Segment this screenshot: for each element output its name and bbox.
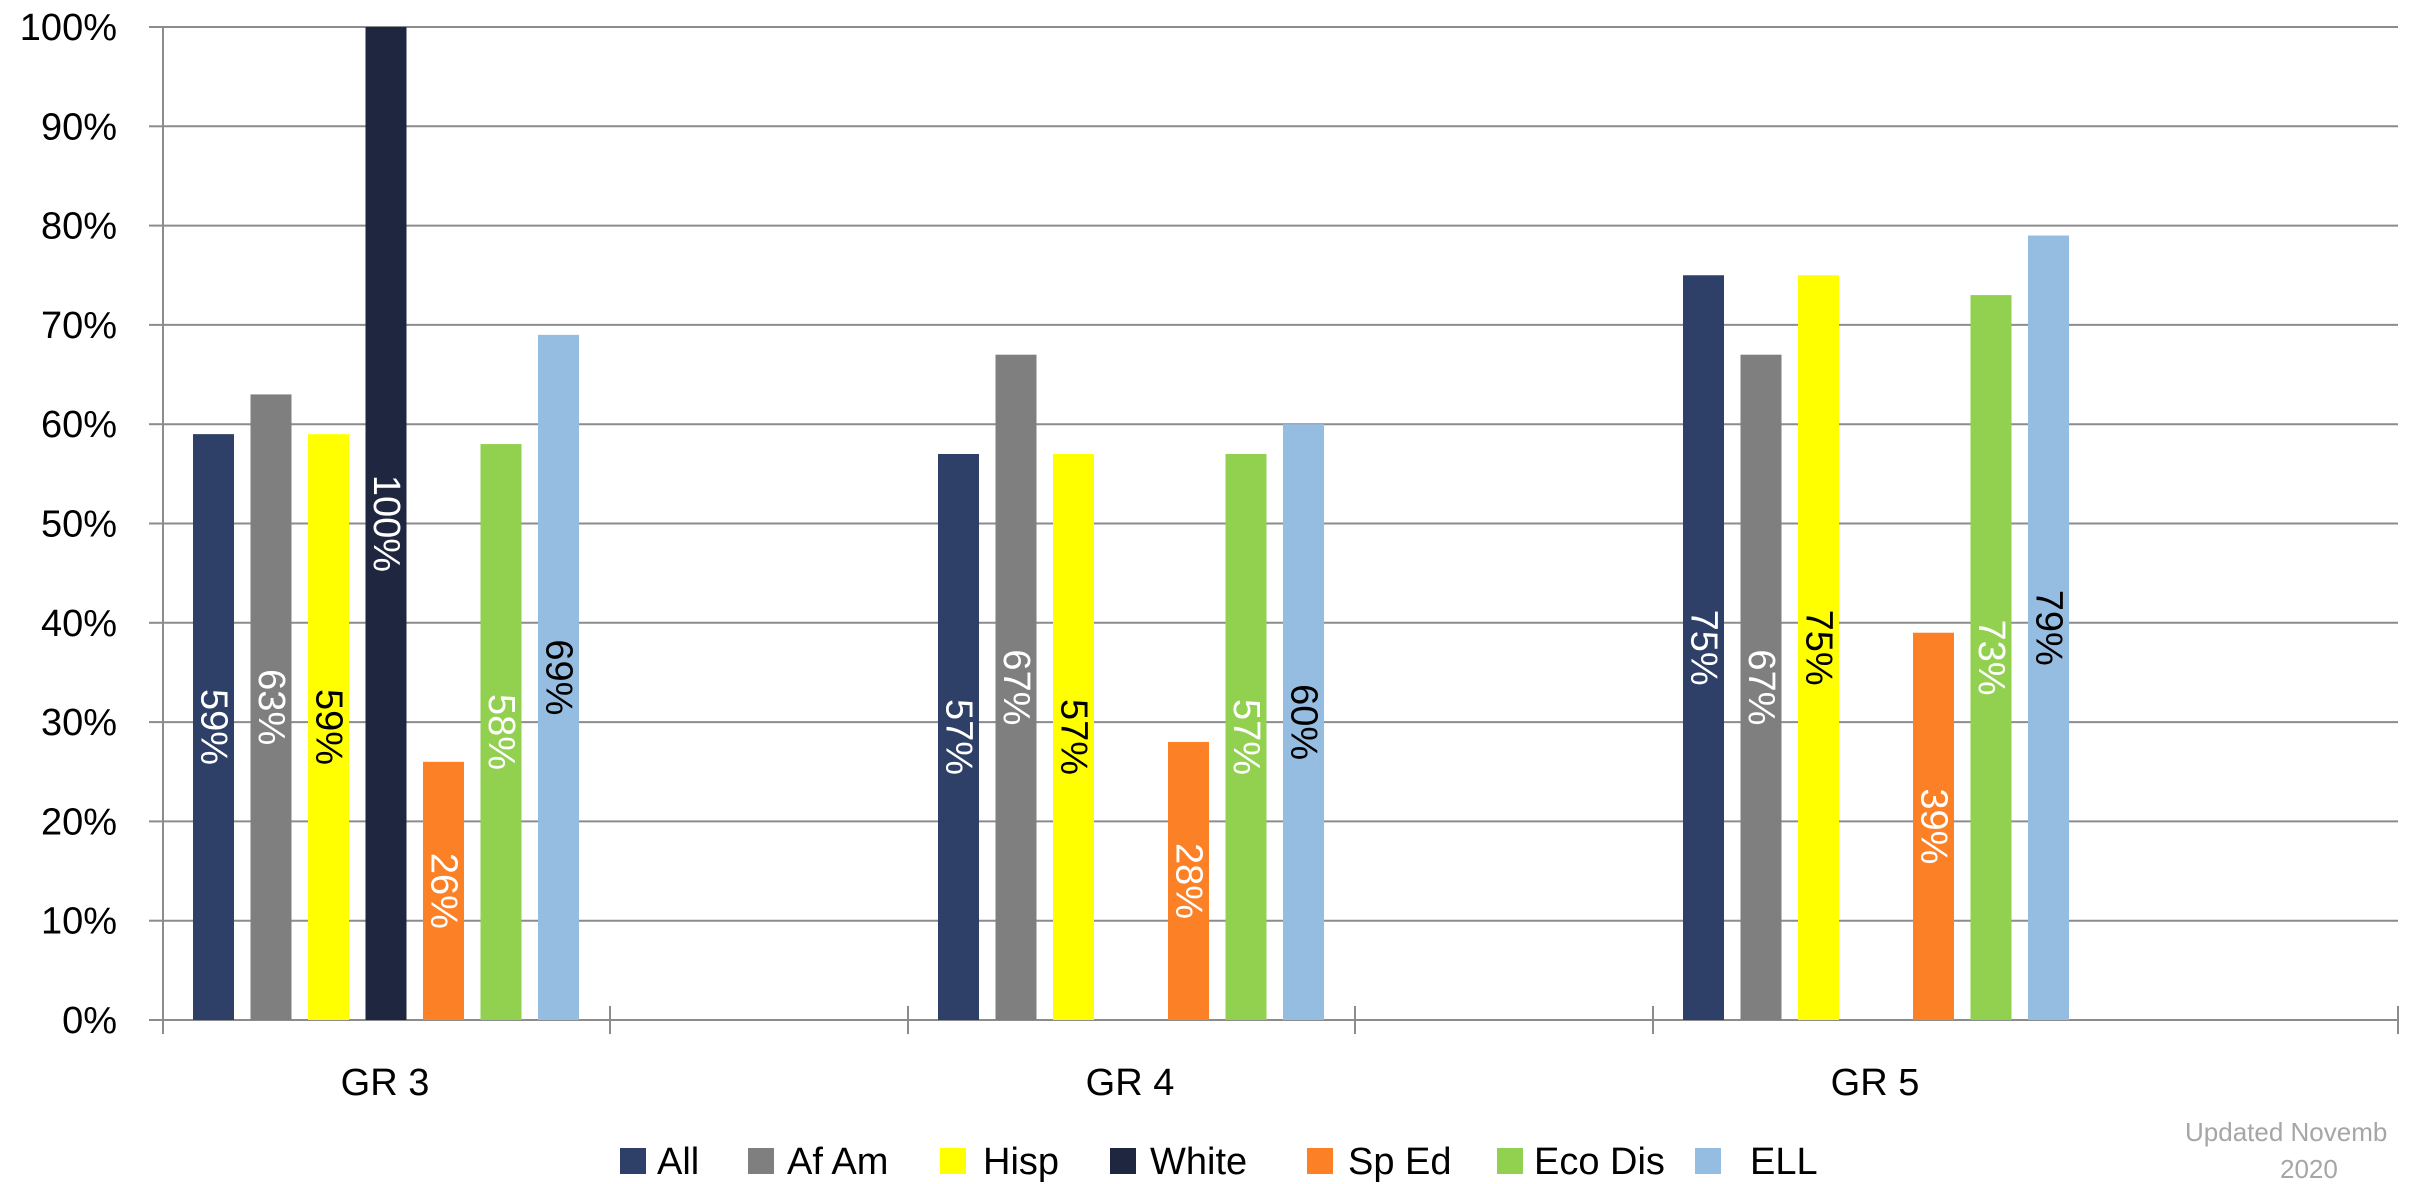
y-tick-label: 10% (41, 901, 117, 943)
legend-swatch (620, 1148, 646, 1174)
data-label: 59% (193, 689, 235, 765)
bar (1225, 453, 1267, 1020)
legend-swatch (748, 1148, 774, 1174)
x-category-label: GR 3 (341, 1062, 430, 1104)
data-label: 57% (1225, 699, 1267, 775)
bar (2028, 235, 2069, 1020)
y-tick-label: 20% (41, 801, 117, 843)
footnote: Updated Novemb 2020 (2185, 1117, 2387, 1184)
legend-label: Af Am (787, 1141, 888, 1183)
data-label: 67% (995, 649, 1037, 725)
data-label: 75% (1683, 610, 1725, 686)
y-tick-label: 90% (41, 106, 117, 148)
legend-swatch (1695, 1148, 1721, 1174)
bar (1913, 632, 1954, 1020)
data-label: 57% (938, 699, 980, 775)
bar (1683, 275, 1724, 1020)
y-tick-label: 100% (20, 7, 117, 49)
data-label: 59% (308, 689, 350, 765)
legend-label: White (1150, 1141, 1247, 1183)
data-label: 69% (538, 639, 580, 715)
bar (480, 444, 522, 1020)
data-label: 100% (365, 475, 407, 572)
data-label: 58% (480, 694, 522, 770)
bar (995, 354, 1037, 1020)
bar (308, 434, 349, 1020)
legend-swatch (940, 1148, 966, 1174)
legend: All Af Am Hisp White Sp Ed Eco Dis ELL (620, 1141, 1818, 1183)
y-tick-label: 50% (41, 504, 117, 546)
axes: 0% 10% 20% 30% 40% 50% 60% 70% 80% 90% 100% GR 3 GR … (20, 7, 2399, 1104)
bar (250, 394, 292, 1020)
data-label: 67% (1740, 649, 1782, 725)
y-tick-label: 30% (41, 702, 117, 744)
data-label: 75% (1798, 610, 1840, 686)
bar (1053, 453, 1094, 1020)
data-label: 57% (1053, 699, 1095, 775)
data-label: 63% (250, 669, 292, 745)
legend-label: Eco Dis (1534, 1141, 1665, 1183)
bar (1970, 295, 2012, 1020)
data-label: 39% (1913, 788, 1955, 864)
bar (1168, 741, 1209, 1020)
y-tick-label: 60% (41, 404, 117, 446)
bar (1798, 275, 1839, 1020)
data-label: 60% (1283, 684, 1325, 760)
legend-swatch (1497, 1148, 1523, 1174)
bar (365, 27, 407, 1020)
footnote-line-1: Updated Novemb (2185, 1117, 2387, 1147)
gridlines (163, 26, 2398, 1021)
y-tick-label: 0% (62, 1000, 117, 1042)
bar (193, 434, 234, 1020)
legend-label: All (657, 1141, 699, 1183)
data-label: 79% (2028, 590, 2070, 666)
bars (193, 27, 2069, 1021)
legend-label: Hisp (983, 1141, 1059, 1183)
data-label: 26% (423, 853, 465, 929)
y-tick-label: 80% (41, 206, 117, 248)
legend-label: ELL (1750, 1141, 1818, 1183)
y-tick-label: 70% (41, 305, 117, 347)
legend-swatch (1307, 1148, 1333, 1174)
footnote-line-2: 2020 (2280, 1154, 2338, 1184)
bar (938, 453, 979, 1020)
legend-swatch (1110, 1148, 1136, 1174)
bar (538, 334, 579, 1021)
x-category-label: GR 5 (1831, 1062, 1920, 1104)
bar (423, 761, 464, 1020)
data-label: 73% (1970, 620, 2012, 696)
data-label: 28% (1168, 843, 1210, 919)
bar (1283, 424, 1324, 1020)
y-tick-label: 40% (41, 603, 117, 645)
x-category-label: GR 4 (1086, 1062, 1175, 1104)
data-labels: 59% 63% 59% 100% 26% 58% 69% 57% 67% 57% 28% 57% 60%… (193, 475, 2070, 929)
legend-label: Sp Ed (1348, 1141, 1452, 1183)
bar (1740, 354, 1782, 1020)
